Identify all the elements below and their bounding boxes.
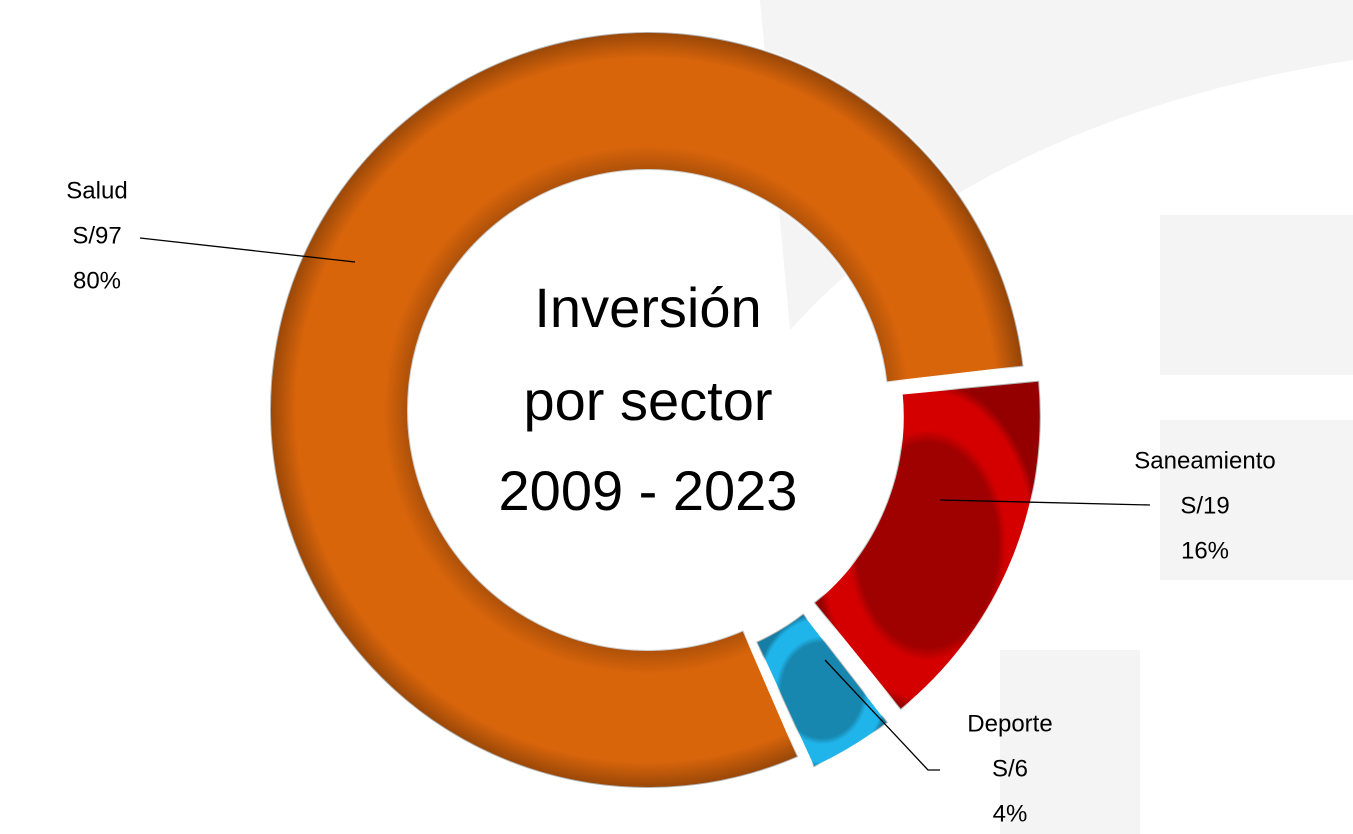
category-label: Saneamiento: [1134, 447, 1275, 474]
category-label: Deporte: [967, 710, 1052, 737]
leader-line: [939, 499, 1151, 506]
amount-label: S/19: [1180, 492, 1229, 519]
labels: Saneamiento S/19 16% Deporte S/6 4% Salud S/97 8…: [66, 177, 1275, 827]
category-label: Salud: [66, 177, 127, 204]
value-label: 16%: [1181, 537, 1229, 564]
value-label: 4%: [993, 800, 1028, 827]
center-title: 2009 - 2023: [499, 459, 798, 522]
leader-line: [824, 659, 940, 771]
center-title: por sector: [524, 369, 773, 432]
value-label: 80%: [73, 267, 121, 294]
leader-line: [139, 237, 356, 263]
center-title: Inversión: [534, 276, 761, 339]
amount-label: S/6: [992, 755, 1028, 782]
amount-label: S/97: [72, 222, 121, 249]
